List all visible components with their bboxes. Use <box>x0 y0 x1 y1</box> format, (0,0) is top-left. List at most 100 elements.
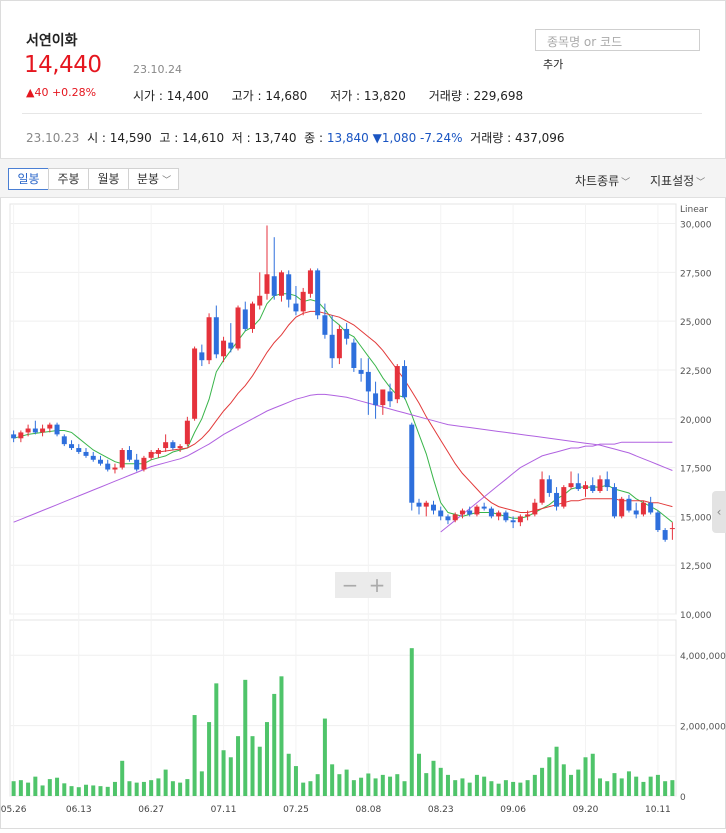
volume-bar <box>301 782 306 796</box>
candle-body <box>387 391 393 402</box>
tab-minute[interactable]: 분봉 ﹀ <box>128 168 179 190</box>
candle-body <box>459 510 465 515</box>
volume-bar <box>590 753 595 796</box>
candle-body <box>669 528 675 530</box>
zoom-out-icon[interactable]: − <box>341 573 359 597</box>
volume-tick-label: 4,000,000 <box>680 652 726 662</box>
candle-body <box>25 428 31 433</box>
volume-bar <box>547 757 552 796</box>
candle-body <box>640 502 646 515</box>
candle-body <box>633 510 639 515</box>
date-tick-label: 09.20 <box>573 805 599 815</box>
candle-body <box>148 451 154 458</box>
chevron-down-icon: ﹀ <box>696 178 706 188</box>
candle-body <box>409 424 415 503</box>
volume-bar <box>98 786 103 796</box>
volume-bar <box>351 780 356 796</box>
stock-name: 서연이화 <box>26 33 78 49</box>
candle-body <box>351 342 357 368</box>
candle-body <box>532 502 538 515</box>
volume-bar <box>576 769 581 796</box>
tab-minute-label: 분봉 <box>137 172 160 186</box>
date-tick-label: 09.06 <box>500 805 526 815</box>
candle-body <box>329 334 335 359</box>
candle-body <box>250 303 256 329</box>
volume-bar <box>76 787 81 796</box>
candle-body <box>315 270 321 316</box>
volume-bar <box>163 769 168 796</box>
volume-bar <box>62 783 67 796</box>
stock-chart[interactable]: 30,000 27,500 25,000 22,500 20,000 17,500 15,0… <box>0 196 726 833</box>
volume-bar <box>279 676 284 796</box>
volume-bar <box>243 679 248 796</box>
candle-body <box>221 340 227 357</box>
candle-body <box>467 510 473 515</box>
candle-body <box>242 309 248 329</box>
candle-body <box>47 424 53 429</box>
candle-body <box>510 520 516 523</box>
volume-bar <box>532 774 537 796</box>
candle-body <box>278 272 284 296</box>
volume-bar <box>663 781 668 796</box>
candle-body <box>554 492 560 507</box>
prev-date: 23.10.23 <box>26 131 80 145</box>
panel-toggle-icon[interactable]: ‹ <box>712 491 726 533</box>
candle-body <box>264 274 270 294</box>
volume-bar <box>112 781 117 796</box>
volume-bar <box>134 782 139 796</box>
volume-bar <box>156 778 161 796</box>
candle-body <box>76 448 82 452</box>
zoom-in-icon[interactable]: + <box>368 573 386 597</box>
chart-toolbar: 일봉 주봉 월봉 분봉 ﹀ 차트종류 ﹀ 지표설정 ﹀ <box>0 158 726 198</box>
volume-bar <box>149 780 154 796</box>
ma-line-20 <box>151 310 673 513</box>
candle-body <box>307 270 313 294</box>
candle-body <box>626 498 632 511</box>
candle-body <box>365 371 371 392</box>
add-button[interactable]: 추가 <box>537 54 571 71</box>
volume-bar <box>322 718 327 796</box>
volume-bar <box>207 722 212 796</box>
volume-bar <box>518 782 523 796</box>
candle-body <box>257 295 263 306</box>
volume-bar <box>337 774 342 796</box>
indicator-settings-dropdown[interactable]: 지표설정 ﹀ <box>650 172 705 189</box>
candle-body <box>481 506 487 509</box>
ma-line-60 <box>440 441 673 533</box>
prev-volume: 거래량 : 437,096 <box>470 131 565 145</box>
stock-search-input[interactable]: 종목명 or 코드 <box>535 29 700 51</box>
volume-bar <box>55 777 60 796</box>
tab-weekly[interactable]: 주봉 <box>48 168 89 190</box>
candle-body <box>112 467 118 470</box>
price-tick-label: 10,000 <box>680 611 712 621</box>
volume-bar <box>503 780 508 796</box>
candle-body <box>474 506 480 515</box>
volume-bar <box>18 780 23 796</box>
tab-daily[interactable]: 일봉 <box>8 168 49 190</box>
volume-bar <box>626 771 631 796</box>
candle-body <box>170 442 176 449</box>
volume-bar <box>373 778 378 796</box>
candle-body <box>300 291 306 312</box>
volume-bar <box>554 746 559 796</box>
low-price: 저가 : 13,820 <box>330 89 406 103</box>
volume-bar <box>33 776 38 796</box>
candle-body <box>373 393 379 406</box>
candle-body <box>61 436 67 445</box>
date-tick-label: 05.26 <box>1 805 27 815</box>
volume-bar <box>264 722 269 796</box>
candle-body <box>155 450 161 454</box>
tab-monthly[interactable]: 월봉 <box>88 168 129 190</box>
volume-bar <box>221 750 226 796</box>
volume-bar <box>540 767 545 796</box>
candle-body <box>199 352 205 361</box>
candle-body <box>163 442 169 449</box>
volume-bar <box>496 783 501 796</box>
prev-change: ▼1,080 -7.24% <box>372 131 463 145</box>
volume-bar <box>366 773 371 796</box>
volume-bar <box>250 736 255 796</box>
volume-bar <box>199 771 204 796</box>
zoom-control: − + <box>335 572 391 598</box>
chart-type-dropdown[interactable]: 차트종류 ﹀ <box>575 172 630 189</box>
volume-bar <box>344 769 349 796</box>
